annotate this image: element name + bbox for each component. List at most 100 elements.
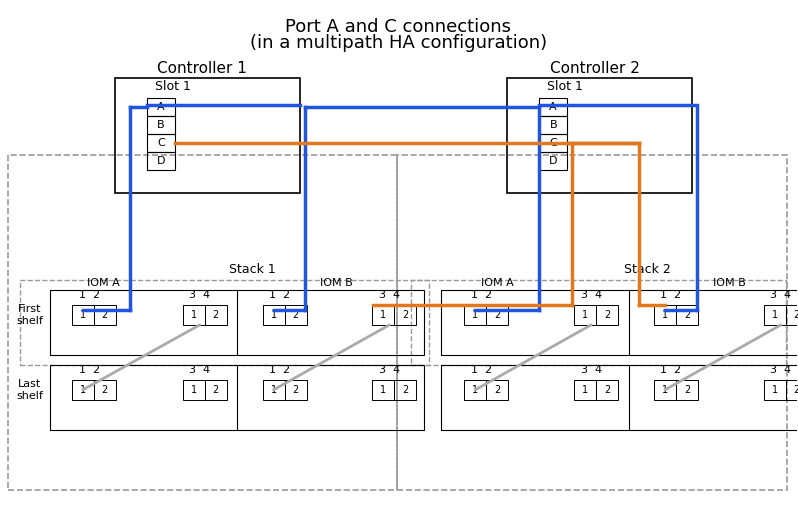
Bar (412, 280, 786, 365)
Bar (285, 305, 306, 325)
Bar (441, 290, 798, 355)
Bar (575, 380, 596, 400)
Bar (539, 134, 567, 152)
Text: 3  4: 3 4 (581, 290, 602, 300)
Bar (464, 305, 486, 325)
Text: 2: 2 (212, 310, 219, 320)
Bar (397, 155, 787, 490)
Text: IOM A: IOM A (481, 278, 514, 288)
Text: (in a multipath HA configuration): (in a multipath HA configuration) (250, 34, 547, 53)
Bar (72, 380, 94, 400)
Text: 1  2: 1 2 (471, 290, 492, 300)
Bar (147, 152, 175, 170)
Text: 1: 1 (271, 310, 277, 320)
Text: IOM B: IOM B (713, 278, 746, 288)
Text: 2: 2 (402, 310, 409, 320)
Text: 2: 2 (292, 310, 298, 320)
Text: Stack 1: Stack 1 (229, 264, 276, 276)
Text: 1: 1 (772, 310, 778, 320)
Bar (539, 98, 567, 116)
Text: First
shelf: First shelf (17, 304, 43, 326)
Text: Slot 1: Slot 1 (547, 80, 583, 93)
Text: 1: 1 (80, 310, 86, 320)
Bar (764, 380, 786, 400)
Bar (285, 380, 306, 400)
Text: 1: 1 (191, 310, 197, 320)
Text: 2: 2 (494, 385, 500, 395)
Text: 1: 1 (662, 385, 668, 395)
Text: 3  4: 3 4 (189, 290, 211, 300)
Bar (394, 305, 417, 325)
Text: 1  2: 1 2 (661, 290, 681, 300)
Text: 3  4: 3 4 (581, 365, 602, 375)
Text: 2: 2 (794, 385, 798, 395)
Text: 1  2: 1 2 (79, 290, 101, 300)
Text: 1: 1 (662, 310, 668, 320)
Text: 1: 1 (271, 385, 277, 395)
Text: 1  2: 1 2 (471, 365, 492, 375)
Bar (263, 305, 285, 325)
Text: 1: 1 (472, 385, 478, 395)
Bar (575, 305, 596, 325)
Text: A: A (549, 102, 557, 112)
Text: 1: 1 (381, 385, 386, 395)
Bar (183, 380, 205, 400)
Text: Stack 2: Stack 2 (624, 264, 670, 276)
Text: 1: 1 (80, 385, 86, 395)
Text: D: D (549, 156, 558, 166)
Text: Controller 1: Controller 1 (156, 61, 247, 76)
Bar (786, 305, 798, 325)
Text: IOM B: IOM B (319, 278, 352, 288)
Text: 2: 2 (684, 385, 690, 395)
Text: 1: 1 (772, 385, 778, 395)
Bar (654, 305, 676, 325)
Bar (539, 116, 567, 134)
Bar (8, 155, 397, 490)
Text: 1  2: 1 2 (79, 365, 101, 375)
Text: 1: 1 (472, 310, 478, 320)
Text: Slot 1: Slot 1 (155, 80, 191, 93)
Bar (508, 78, 692, 193)
Text: 2: 2 (212, 385, 219, 395)
Bar (441, 365, 798, 430)
Text: D: D (156, 156, 165, 166)
Text: 3  4: 3 4 (379, 290, 400, 300)
Bar (205, 305, 227, 325)
Bar (115, 78, 299, 193)
Bar (147, 134, 175, 152)
Text: 1  2: 1 2 (661, 365, 681, 375)
Bar (786, 380, 798, 400)
Text: IOM A: IOM A (87, 278, 120, 288)
Text: 2: 2 (101, 385, 108, 395)
Text: 1  2: 1 2 (269, 290, 290, 300)
Text: 2: 2 (402, 385, 409, 395)
Text: 2: 2 (604, 310, 610, 320)
Text: B: B (549, 120, 557, 130)
Text: 3  4: 3 4 (379, 365, 400, 375)
Text: 2: 2 (604, 385, 610, 395)
Bar (373, 380, 394, 400)
Bar (205, 380, 227, 400)
Text: 2: 2 (494, 310, 500, 320)
Bar (486, 380, 508, 400)
Text: 1: 1 (191, 385, 197, 395)
Text: C: C (549, 138, 557, 148)
Text: B: B (157, 120, 164, 130)
Text: 1: 1 (582, 310, 588, 320)
Text: 1: 1 (582, 385, 588, 395)
Text: Last
shelf: Last shelf (17, 379, 43, 400)
Text: 1  2: 1 2 (269, 365, 290, 375)
Bar (183, 305, 205, 325)
Bar (486, 305, 508, 325)
Bar (596, 305, 618, 325)
Bar (394, 380, 417, 400)
Text: 1: 1 (381, 310, 386, 320)
Bar (596, 380, 618, 400)
Bar (539, 152, 567, 170)
Text: 2: 2 (794, 310, 798, 320)
Text: 2: 2 (292, 385, 298, 395)
Bar (20, 280, 429, 365)
Bar (464, 380, 486, 400)
Bar (373, 305, 394, 325)
Text: 3  4: 3 4 (770, 290, 792, 300)
